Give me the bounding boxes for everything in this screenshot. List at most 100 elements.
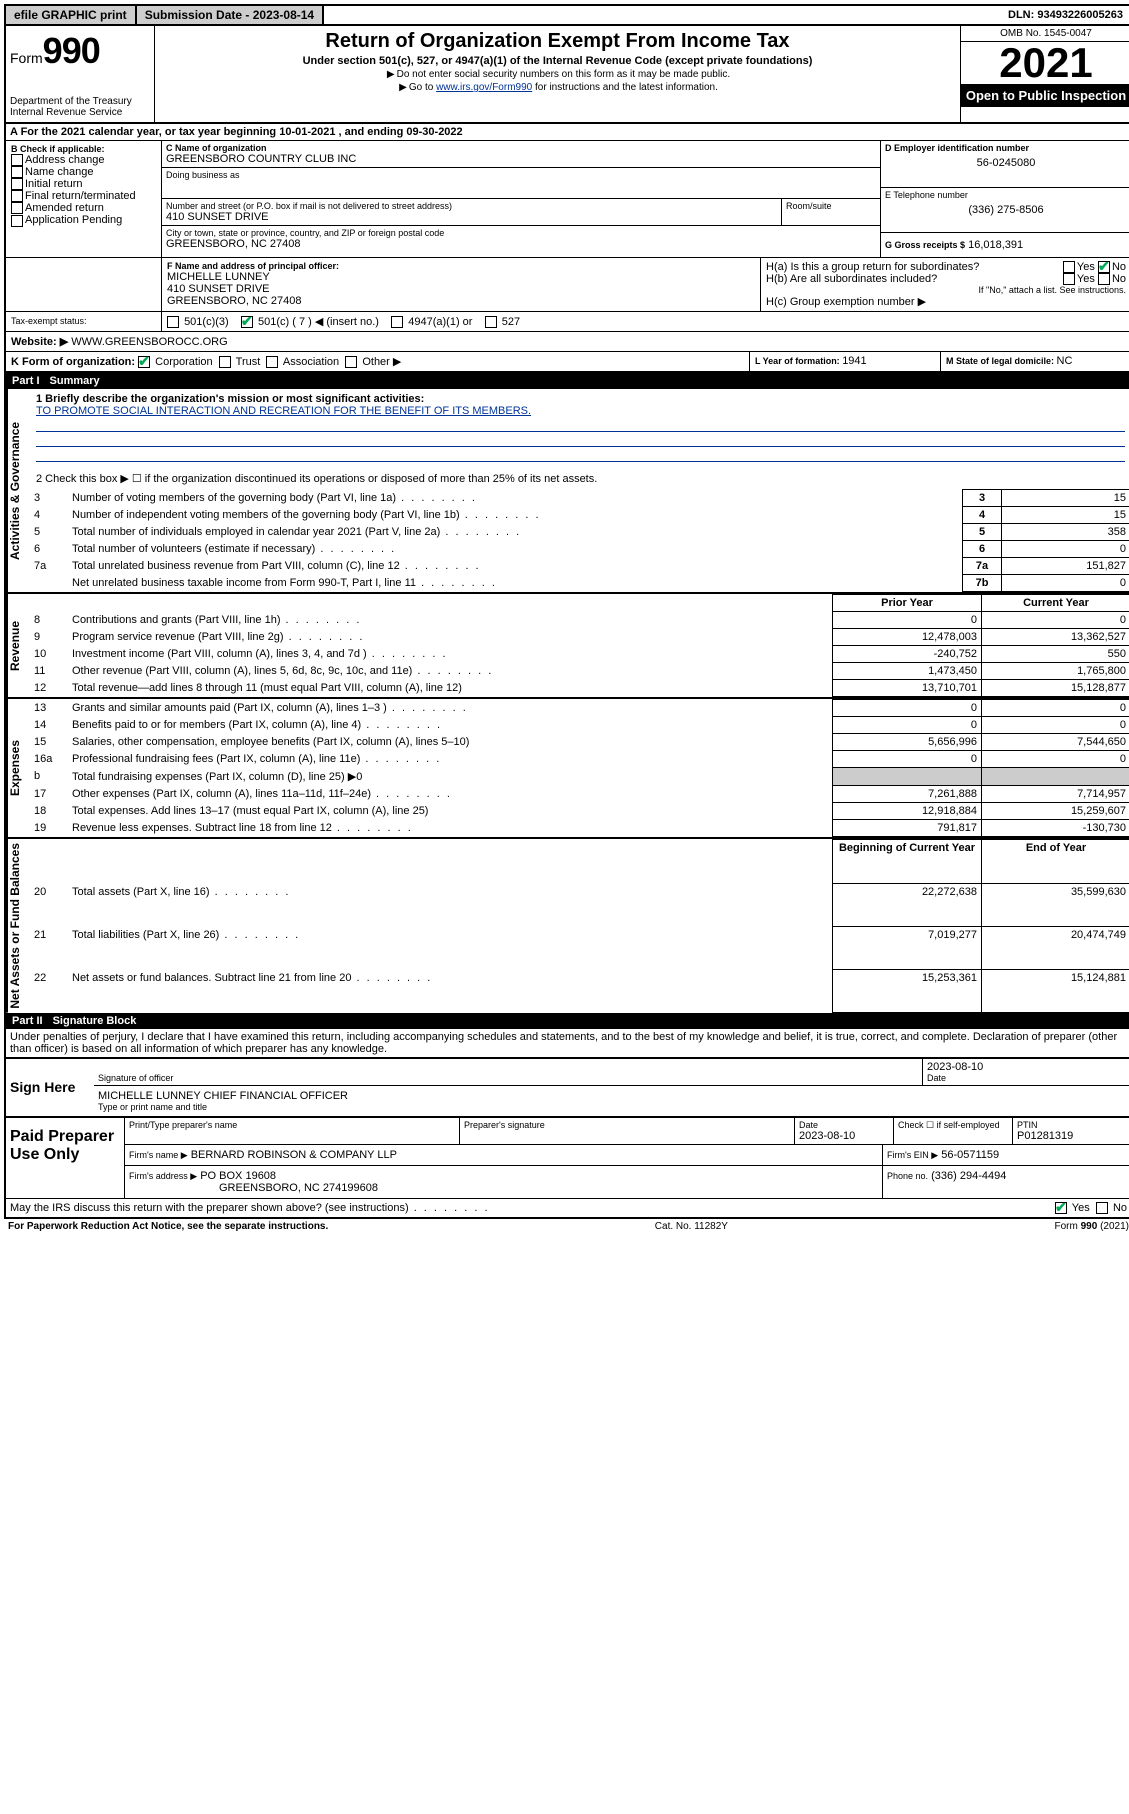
dln: DLN: 93493226005263 <box>1000 7 1129 23</box>
dln-label: DLN: <box>1008 9 1037 21</box>
side-expenses: Expenses <box>6 699 30 837</box>
sig-name-row: MICHELLE LUNNEY CHIEF FINANCIAL OFFICER … <box>94 1086 1129 1116</box>
chk-amended[interactable]: Amended return <box>11 202 156 214</box>
period-begin: 10-01-2021 <box>279 126 335 138</box>
discuss-no: No <box>1113 1202 1127 1214</box>
part-ii-header: Part II Signature Block <box>6 1013 1129 1029</box>
chk-address[interactable]: Address change <box>11 154 156 166</box>
footer: For Paperwork Reduction Act Notice, see … <box>4 1219 1129 1234</box>
box-h: H(a) Is this a group return for subordin… <box>761 258 1129 311</box>
footer-cat: Cat. No. 11282Y <box>655 1221 728 1232</box>
governance-content: 1 Briefly describe the organization's mi… <box>30 389 1129 592</box>
chk-527[interactable] <box>485 316 497 328</box>
ha-label: H(a) Is this a group return for subordin… <box>766 261 979 273</box>
r17-p: 7,261,888 <box>833 786 982 803</box>
r12-p: 13,710,701 <box>833 680 982 697</box>
side-governance: Activities & Governance <box>6 389 30 592</box>
firm-addr2: GREENSBORO, NC 274199608 <box>129 1182 878 1194</box>
period-end: 09-30-2022 <box>406 126 462 138</box>
submission-date-button[interactable]: Submission Date - 2023-08-14 <box>137 6 324 24</box>
r3-v: 15 <box>1002 490 1129 507</box>
row-16b: bTotal fundraising expenses (Part IX, co… <box>30 768 1129 786</box>
q1-line1 <box>36 419 1125 432</box>
officer-print-label: Type or print name and title <box>98 1102 1127 1112</box>
sig-date-cell: 2023-08-10 Date <box>922 1059 1129 1086</box>
officer-street: 410 SUNSET DRIVE <box>167 283 755 295</box>
r4-t: Number of independent voting members of … <box>68 507 963 524</box>
rev-table: Prior YearCurrent Year 8Contributions an… <box>30 594 1129 697</box>
col-begin: Beginning of Current Year <box>833 840 982 883</box>
r5-v: 358 <box>1002 524 1129 541</box>
row-15: 15Salaries, other compensation, employee… <box>30 734 1129 751</box>
chk-501c[interactable] <box>241 316 253 328</box>
col-prior: Prior Year <box>833 595 982 612</box>
chk-4947[interactable] <box>391 316 403 328</box>
row-17: 17Other expenses (Part IX, column (A), l… <box>30 786 1129 803</box>
i-label-cell: Tax-exempt status: <box>6 312 162 331</box>
gross-label: G Gross receipts $ <box>885 240 965 250</box>
r16a-c: 0 <box>982 751 1129 768</box>
r8-p: 0 <box>833 612 982 629</box>
r12-n: 12 <box>30 680 68 697</box>
chk-discuss-yes[interactable] <box>1055 1202 1067 1214</box>
col-current: Current Year <box>982 595 1129 612</box>
r13-n: 13 <box>30 700 68 717</box>
r8-c: 0 <box>982 612 1129 629</box>
chk-name[interactable]: Name change <box>11 166 156 178</box>
officer-name: MICHELLE LUNNEY <box>167 271 755 283</box>
r3-n: 3 <box>30 490 68 507</box>
r10-c: 550 <box>982 646 1129 663</box>
gov-table: 3Number of voting members of the governi… <box>30 489 1129 592</box>
lbl-4947: 4947(a)(1) or <box>408 316 472 328</box>
chk-corp[interactable] <box>138 356 150 368</box>
org-name: GREENSBORO COUNTRY CLUB INC <box>166 153 876 165</box>
note-link: Go to www.irs.gov/Form990 for instructio… <box>161 82 954 93</box>
r18-p: 12,918,884 <box>833 803 982 820</box>
r22-t: Net assets or fund balances. Subtract li… <box>68 969 833 1012</box>
perjury-text: Under penalties of perjury, I declare th… <box>6 1029 1129 1057</box>
chk-final[interactable]: Final return/terminated <box>11 190 156 202</box>
lbl-501c-pre: 501(c) ( <box>258 316 299 328</box>
row-j: Website: ▶ WWW.GREENSBOROCC.ORG <box>6 332 1129 352</box>
lbl-corp: Corporation <box>155 356 212 368</box>
chk-assoc[interactable] <box>266 356 278 368</box>
efile-print-button[interactable]: efile GRAPHIC print <box>6 6 137 24</box>
period-mid: , and ending <box>339 126 407 138</box>
ptin-label: PTIN <box>1017 1120 1127 1130</box>
sign-right: Signature of officer 2023-08-10 Date MIC… <box>94 1059 1129 1116</box>
row-11: 11Other revenue (Part VIII, column (A), … <box>30 663 1129 680</box>
chk-501c3[interactable] <box>167 316 179 328</box>
chk-initial[interactable]: Initial return <box>11 178 156 190</box>
sign-here-label: Sign Here <box>6 1059 94 1116</box>
sig-line: Signature of officer <box>94 1059 922 1086</box>
sig-date-label: Date <box>927 1073 1127 1083</box>
row-4: 4Number of independent voting members of… <box>30 507 1129 524</box>
r6-n: 6 <box>30 541 68 558</box>
r20-n: 20 <box>30 883 68 926</box>
revenue-block: Revenue Prior YearCurrent Year 8Contribu… <box>6 592 1129 697</box>
box-b-label: B Check if applicable: <box>11 144 156 154</box>
paid-row3: Firm's address ▶ PO BOX 19608 GREENSBORO… <box>124 1166 1129 1198</box>
netassets-block: Net Assets or Fund Balances Beginning of… <box>6 837 1129 1013</box>
chk-discuss-no[interactable] <box>1096 1202 1108 1214</box>
tax-year: 2021 <box>961 42 1129 84</box>
irs-link[interactable]: www.irs.gov/Form990 <box>436 82 532 93</box>
i-options: 501(c)(3) 501(c) ( 7 ) ◀ (insert no.) 49… <box>162 312 1129 331</box>
chk-other[interactable] <box>345 356 357 368</box>
submission-label: Submission Date - <box>145 8 253 22</box>
r21-n: 21 <box>30 926 68 969</box>
r11-t: Other revenue (Part VIII, column (A), li… <box>68 663 833 680</box>
firm-addr-label: Firm's address ▶ <box>129 1171 197 1181</box>
chk-trust[interactable] <box>219 356 231 368</box>
r7b-n <box>30 575 68 592</box>
row-13: 13Grants and similar amounts paid (Part … <box>30 700 1129 717</box>
chk-pending[interactable]: Application Pending <box>11 214 156 226</box>
r15-t: Salaries, other compensation, employee b… <box>68 734 833 751</box>
city-value: GREENSBORO, NC 27408 <box>166 238 876 250</box>
r8-n: 8 <box>30 612 68 629</box>
r18-t: Total expenses. Add lines 13–17 (must eq… <box>68 803 833 820</box>
form-subtitle: Under section 501(c), 527, or 4947(a)(1)… <box>161 55 954 67</box>
officer-print-name: MICHELLE LUNNEY CHIEF FINANCIAL OFFICER <box>98 1090 1127 1102</box>
row-7a: 7aTotal unrelated business revenue from … <box>30 558 1129 575</box>
r17-c: 7,714,957 <box>982 786 1129 803</box>
